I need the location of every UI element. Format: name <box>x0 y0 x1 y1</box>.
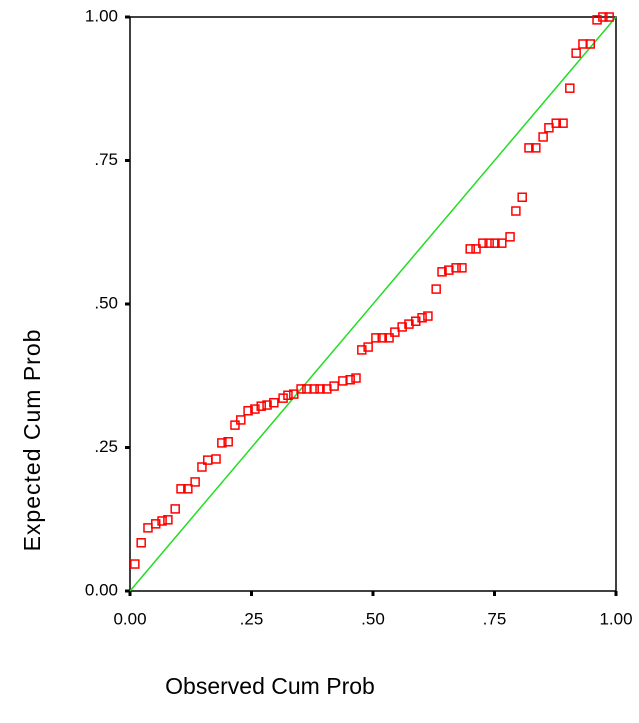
y-tick-label: 0.00 <box>85 580 118 599</box>
point <box>458 264 466 272</box>
x-tick-label: 0.00 <box>113 609 146 628</box>
point <box>137 539 145 547</box>
point <box>237 416 245 424</box>
point <box>506 233 514 241</box>
point <box>518 193 526 201</box>
x-tick-label: .50 <box>361 609 385 628</box>
x-tick-label: .25 <box>240 609 264 628</box>
point <box>572 49 580 57</box>
point <box>539 133 547 141</box>
point <box>144 524 152 532</box>
point <box>512 207 520 215</box>
x-tick-label: .75 <box>483 609 507 628</box>
chart: Observed Cum Prob Expected Cum Prob 0.00… <box>0 0 639 723</box>
x-axis-label: Observed Cum Prob <box>165 673 375 699</box>
point <box>131 560 139 568</box>
y-tick-label: 1.00 <box>85 6 118 25</box>
y-tick-label: .25 <box>94 437 118 456</box>
point <box>231 421 239 429</box>
point <box>171 505 179 513</box>
point <box>212 455 220 463</box>
reference-line <box>130 17 616 591</box>
y-tick-label: .50 <box>94 293 118 312</box>
point <box>432 285 440 293</box>
point <box>566 84 574 92</box>
y-tick-label: .75 <box>94 150 118 169</box>
point <box>279 394 287 402</box>
y-axis-label: Expected Cum Prob <box>19 329 45 552</box>
x-tick-label: 1.00 <box>599 609 632 628</box>
point <box>466 245 474 253</box>
